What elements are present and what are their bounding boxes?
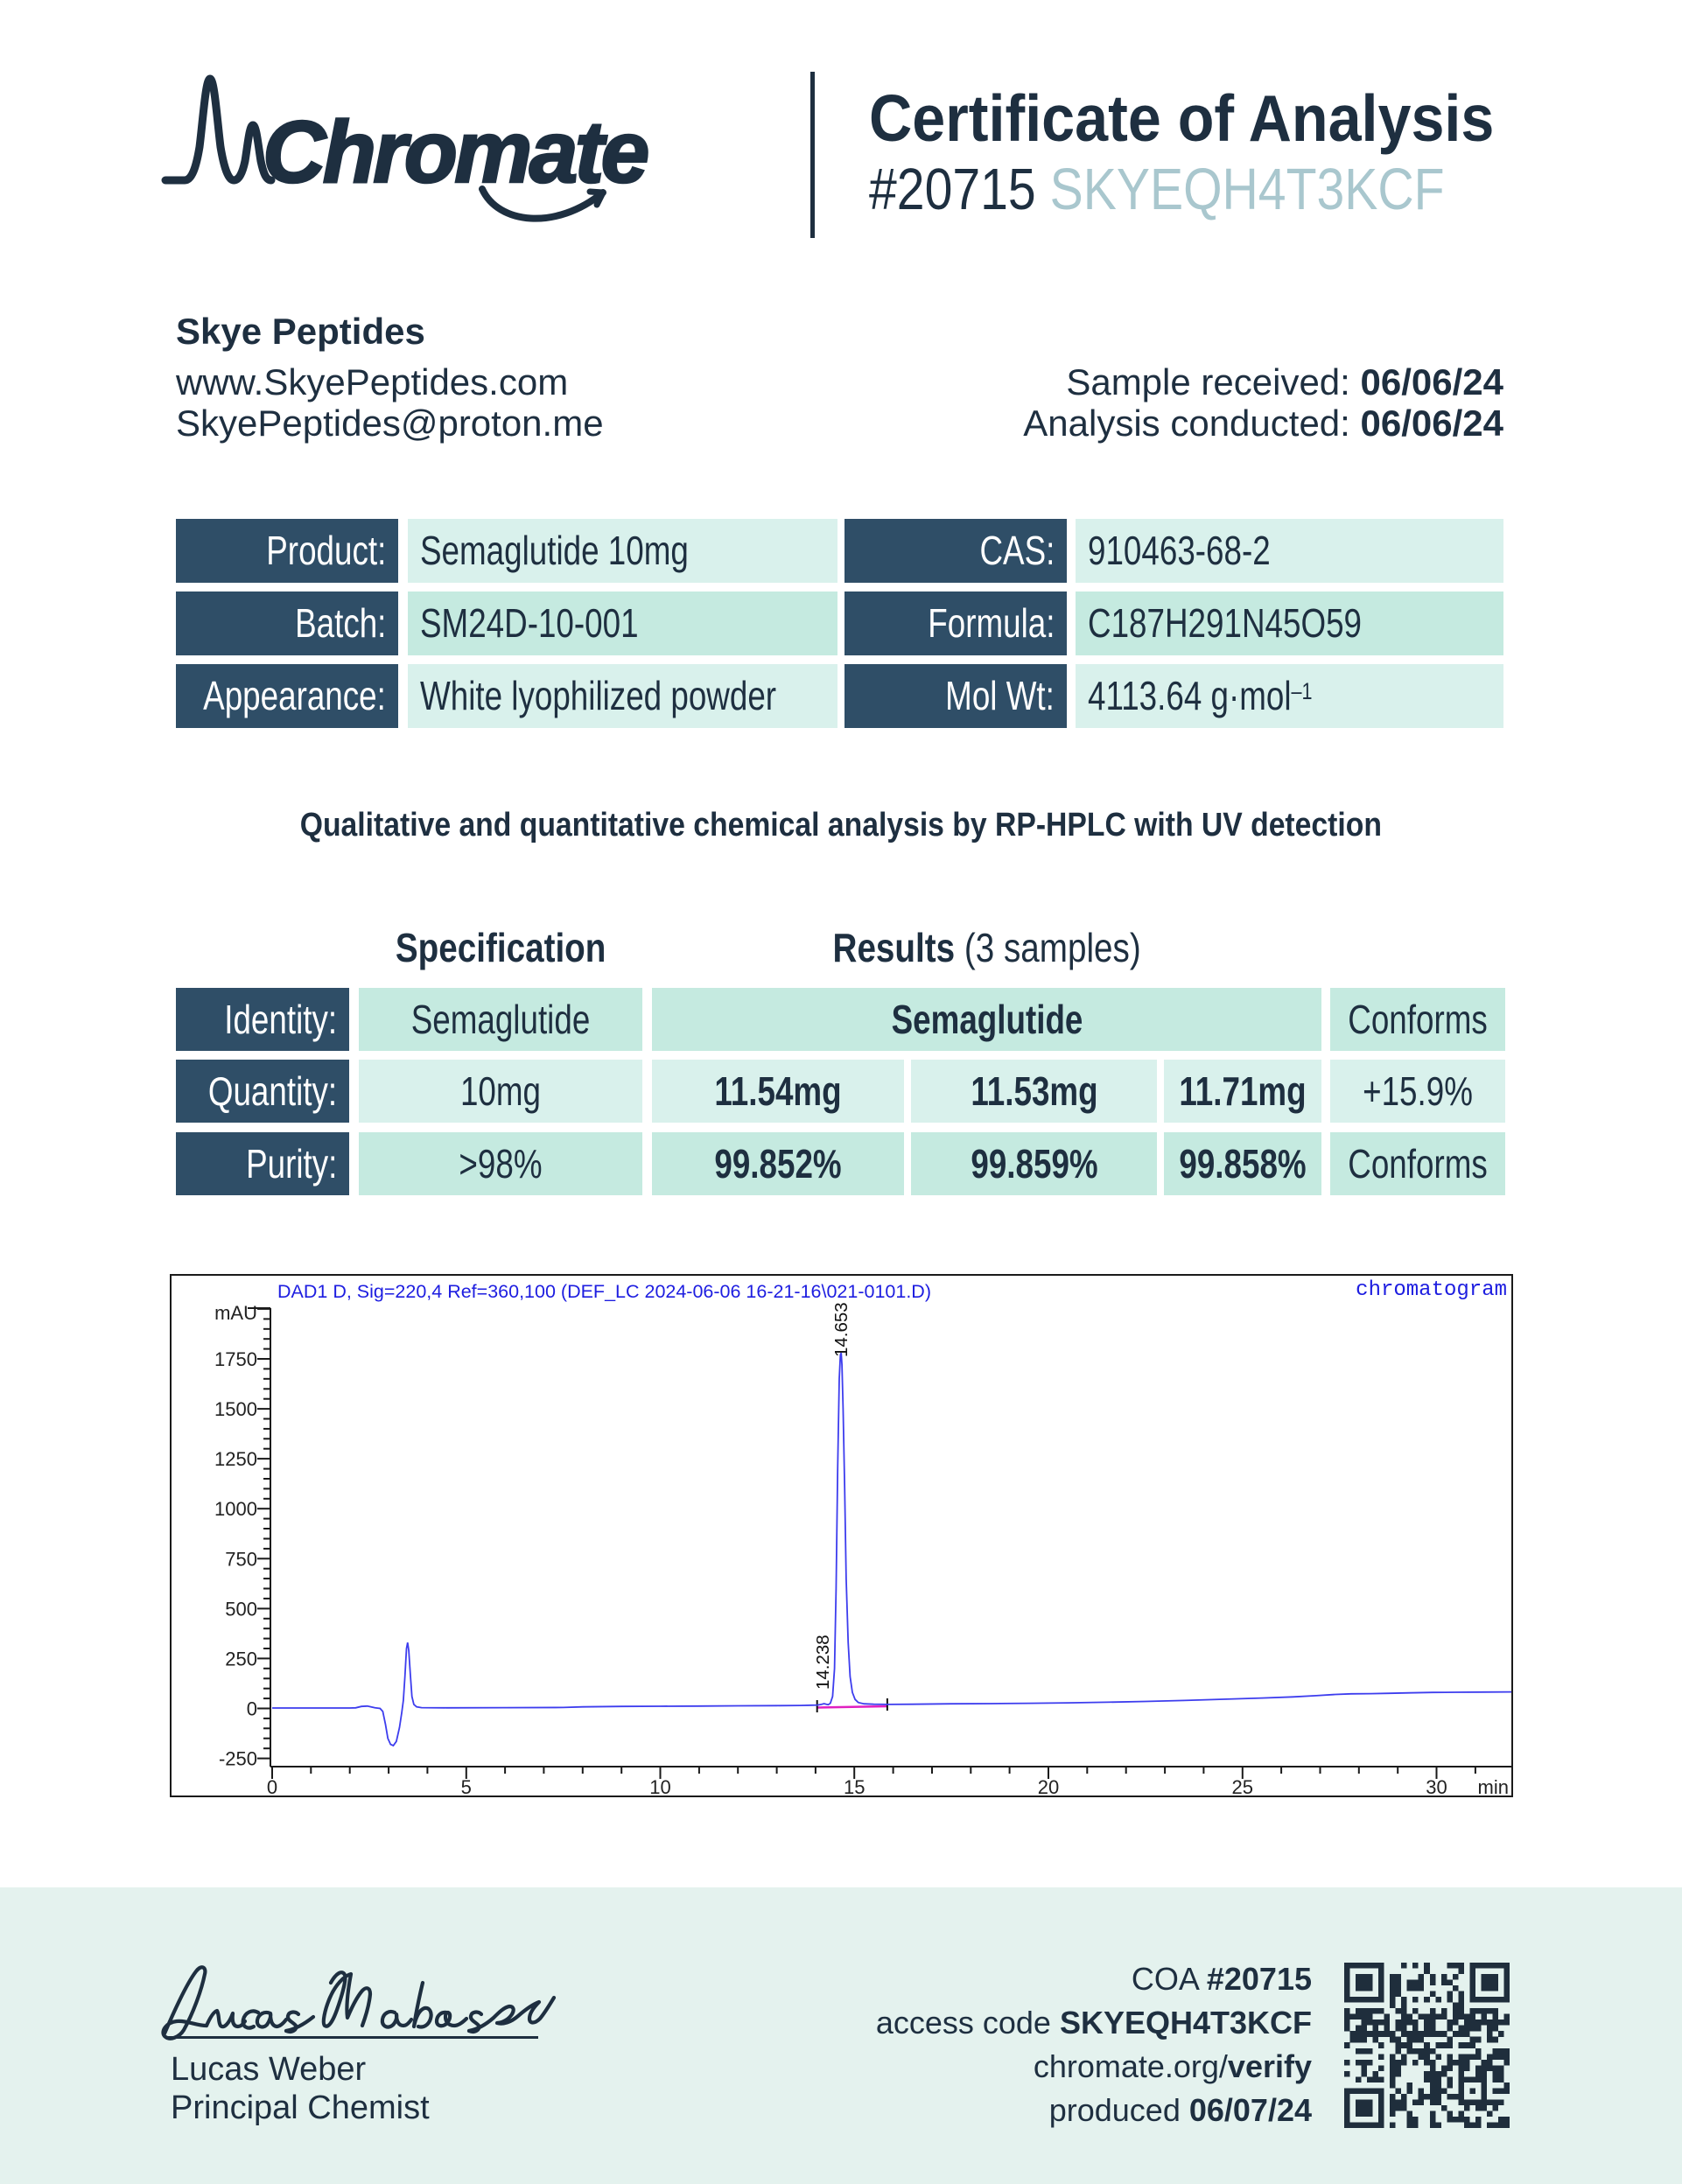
svg-text:1250: 1250 (214, 1448, 257, 1470)
svg-text:1500: 1500 (214, 1398, 257, 1420)
svg-text:30: 30 (1426, 1776, 1447, 1797)
svg-text:0: 0 (267, 1776, 277, 1797)
svg-text:25: 25 (1232, 1776, 1253, 1797)
svg-text:500: 500 (225, 1598, 257, 1620)
svg-text:250: 250 (225, 1648, 257, 1670)
svg-text:1750: 1750 (214, 1348, 257, 1370)
svg-text:14.238: 14.238 (813, 1634, 833, 1690)
svg-text:750: 750 (225, 1548, 257, 1570)
svg-text:14.653: 14.653 (831, 1302, 852, 1357)
svg-text:1000: 1000 (214, 1498, 257, 1520)
svg-text:chromatogram: chromatogram (1356, 1278, 1507, 1302)
svg-text:DAD1 D, Sig=220,4 Ref=360,100: DAD1 D, Sig=220,4 Ref=360,100 (DEF_LC 20… (277, 1281, 931, 1302)
svg-text:min: min (1478, 1776, 1509, 1797)
svg-text:mAU: mAU (214, 1302, 257, 1324)
svg-text:-250: -250 (219, 1748, 257, 1770)
svg-text:Chromate: Chromate (263, 103, 648, 201)
svg-text:5: 5 (461, 1776, 472, 1797)
svg-text:15: 15 (844, 1776, 865, 1797)
svg-text:20: 20 (1038, 1776, 1059, 1797)
svg-text:10: 10 (649, 1776, 670, 1797)
svg-text:0: 0 (247, 1698, 257, 1720)
